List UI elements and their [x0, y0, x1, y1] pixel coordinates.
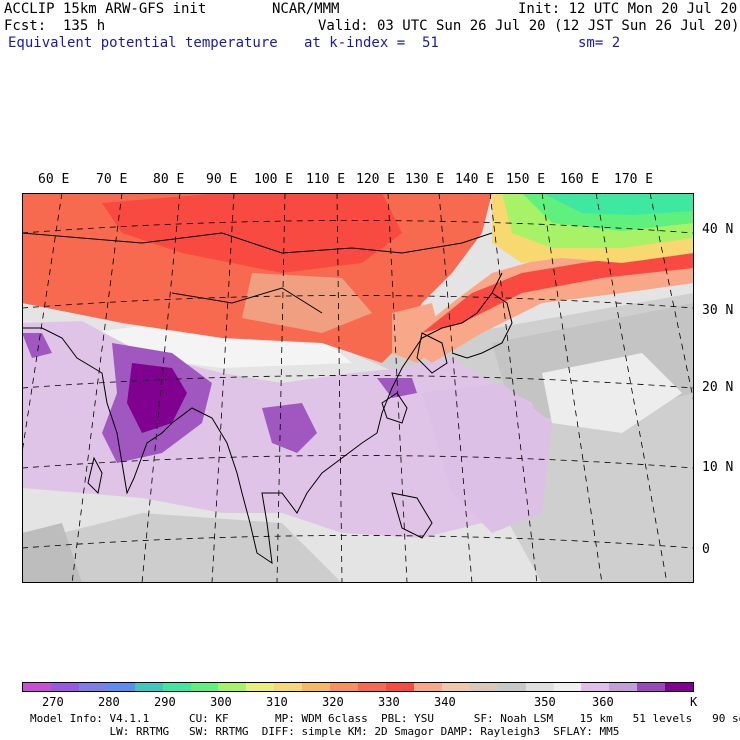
colorbar-swatch [358, 683, 386, 691]
colorbar-label: 310 [266, 695, 288, 709]
field-gray [22, 523, 82, 583]
colorbar-swatch [469, 683, 498, 691]
lat-label: 30 N [702, 303, 734, 318]
forecast-hour: Fcst: 135 h [4, 18, 106, 34]
colorbar-swatch [218, 683, 247, 691]
field-salmon [242, 273, 372, 333]
field-medium-purple [22, 333, 52, 358]
lon-label: 100 E [254, 172, 294, 187]
colorbar-swatch [665, 683, 694, 691]
colorbar-label: 360 [592, 695, 614, 709]
field-light-purple [422, 383, 552, 533]
colorbar-swatch [274, 683, 303, 691]
colorbar-label: 280 [98, 695, 120, 709]
colorbar-swatch [525, 683, 554, 691]
field-red [422, 248, 694, 333]
graticule [22, 193, 694, 583]
lon-label: 120 E [356, 172, 396, 187]
lon-label: 150 E [506, 172, 546, 187]
init-time: Init: 12 UTC Mon 20 Jul 20 [518, 1, 738, 17]
colorbar-swatch [441, 683, 470, 691]
colorbar-label: 270 [42, 695, 64, 709]
colorbar-swatch [246, 683, 275, 691]
colorbar-swatch [190, 683, 219, 691]
map-frame [22, 193, 694, 583]
level-label: at k-index = 51 [304, 35, 439, 51]
colorbar-swatch [23, 683, 51, 691]
field-gray [22, 513, 342, 583]
colorbar-swatch [553, 683, 582, 691]
colorbar-label: 290 [154, 695, 176, 709]
colorbar-swatch [162, 683, 191, 691]
colorbar-swatch [385, 683, 414, 691]
field-name: Equivalent potential temperature [8, 35, 278, 51]
colorbar-swatch [497, 683, 526, 691]
lon-label: 130 E [405, 172, 445, 187]
valid-time: Valid: 03 UTC Sun 26 Jul 20 (12 JST Sun … [318, 18, 740, 34]
colorbar-swatch [134, 683, 163, 691]
lat-label: 0 [702, 542, 710, 557]
lon-label: 70 E [96, 172, 128, 187]
field-cyan-green [542, 193, 694, 215]
lon-label: 80 E [153, 172, 185, 187]
colorbar-swatch [106, 683, 135, 691]
colorbar-label: 340 [434, 695, 456, 709]
org-label: NCAR/MMM [272, 1, 340, 17]
lon-label: 140 E [455, 172, 495, 187]
colorbar-label: 320 [322, 695, 344, 709]
model-info-line2: LW: RRTMG SW: RRTMG DIFF: simple KM: 2D … [30, 725, 620, 738]
smoothing-label: sm= 2 [578, 35, 621, 51]
model-title: ACCLIP 15km ARW-GFS init [4, 1, 207, 17]
colorbar [22, 682, 694, 692]
colorbar-unit: K [690, 695, 698, 709]
colorbar-swatch [302, 683, 331, 691]
colorbar-swatch [609, 683, 638, 691]
model-info-line1: Model Info: V4.1.1 CU: KF MP: WDM 6class… [30, 712, 740, 725]
lon-label: 170 E [614, 172, 654, 187]
lat-label: 20 N [702, 380, 734, 395]
lat-label: 40 N [702, 222, 734, 237]
colorbar-label: 300 [210, 695, 232, 709]
lon-label: 90 E [206, 172, 238, 187]
colorbar-swatch [78, 683, 107, 691]
field-dark-purple [127, 363, 187, 433]
colorbar-swatch [581, 683, 610, 691]
colorbar-swatch [330, 683, 359, 691]
lon-label: 110 E [306, 172, 346, 187]
colorbar-label: 330 [378, 695, 400, 709]
field-red-dark [102, 193, 402, 273]
field-medium-purple [377, 378, 417, 398]
colorbar-swatch [413, 683, 442, 691]
colorbar-swatch [50, 683, 79, 691]
colorbar-label: 350 [534, 695, 556, 709]
lon-label: 160 E [560, 172, 600, 187]
field-white [542, 353, 682, 433]
lat-label: 10 N [702, 460, 734, 475]
map-panel [22, 193, 694, 583]
lon-label: 60 E [38, 172, 70, 187]
colorbar-swatch [637, 683, 666, 691]
field-medium-purple [262, 403, 317, 453]
